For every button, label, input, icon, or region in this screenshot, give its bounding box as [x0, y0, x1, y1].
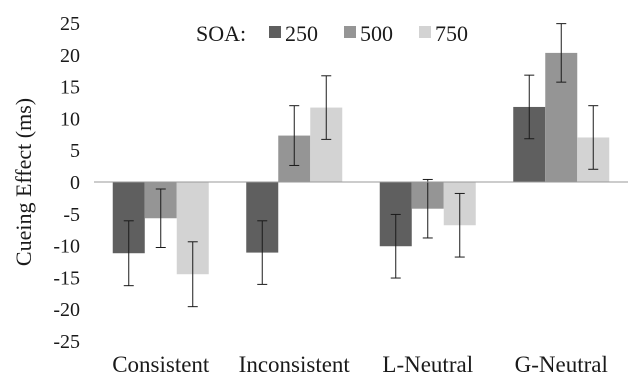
y-tick-label: 5	[70, 140, 80, 162]
error-bar	[390, 213, 401, 279]
error-bar	[556, 23, 567, 83]
legend-swatch-500	[344, 26, 356, 38]
y-tick-label: -10	[53, 236, 80, 258]
legend-label-750: 750	[435, 21, 468, 46]
legend-swatch-750	[419, 26, 431, 38]
error-bar	[257, 220, 268, 285]
category-labels: Consistent Inconsistent L-Neutral G-Neutral	[112, 352, 608, 377]
error-bar	[155, 188, 166, 249]
y-tick-label: 15	[60, 77, 80, 99]
error-bar	[422, 178, 433, 239]
y-tick-label: -15	[53, 267, 80, 289]
y-axis-title: Cueing Effect (ms)	[11, 98, 36, 266]
y-tick-label: 20	[60, 45, 80, 67]
y-tick-label: -20	[53, 299, 80, 321]
y-tick-label: 10	[60, 108, 80, 130]
category-label-consistent: Consistent	[112, 352, 210, 377]
y-tick-label: -5	[63, 204, 80, 226]
error-bar	[588, 105, 599, 170]
category-label-g-neutral: G-Neutral	[515, 352, 608, 377]
error-bar	[123, 220, 134, 287]
error-bar	[289, 105, 300, 166]
y-tick-label: -25	[53, 331, 80, 353]
y-axis-ticks: 25 20 15 10 5 0 -5 -10 -15 -20 -25	[53, 13, 80, 353]
legend: SOA: 250 500 750	[196, 21, 468, 46]
legend-title: SOA:	[196, 21, 246, 46]
legend-label-250: 250	[285, 21, 318, 46]
category-label-l-neutral: L-Neutral	[382, 352, 473, 377]
error-bars	[123, 23, 599, 308]
error-bar	[187, 241, 198, 308]
error-bar	[321, 75, 332, 140]
bar-series	[112, 52, 610, 275]
error-bar	[524, 74, 535, 140]
error-bar	[454, 192, 465, 258]
category-label-inconsistent: Inconsistent	[239, 352, 351, 377]
y-tick-label: 25	[60, 13, 80, 35]
legend-label-500: 500	[360, 21, 393, 46]
y-tick-label: 0	[70, 172, 80, 194]
legend-swatch-250	[269, 26, 281, 38]
